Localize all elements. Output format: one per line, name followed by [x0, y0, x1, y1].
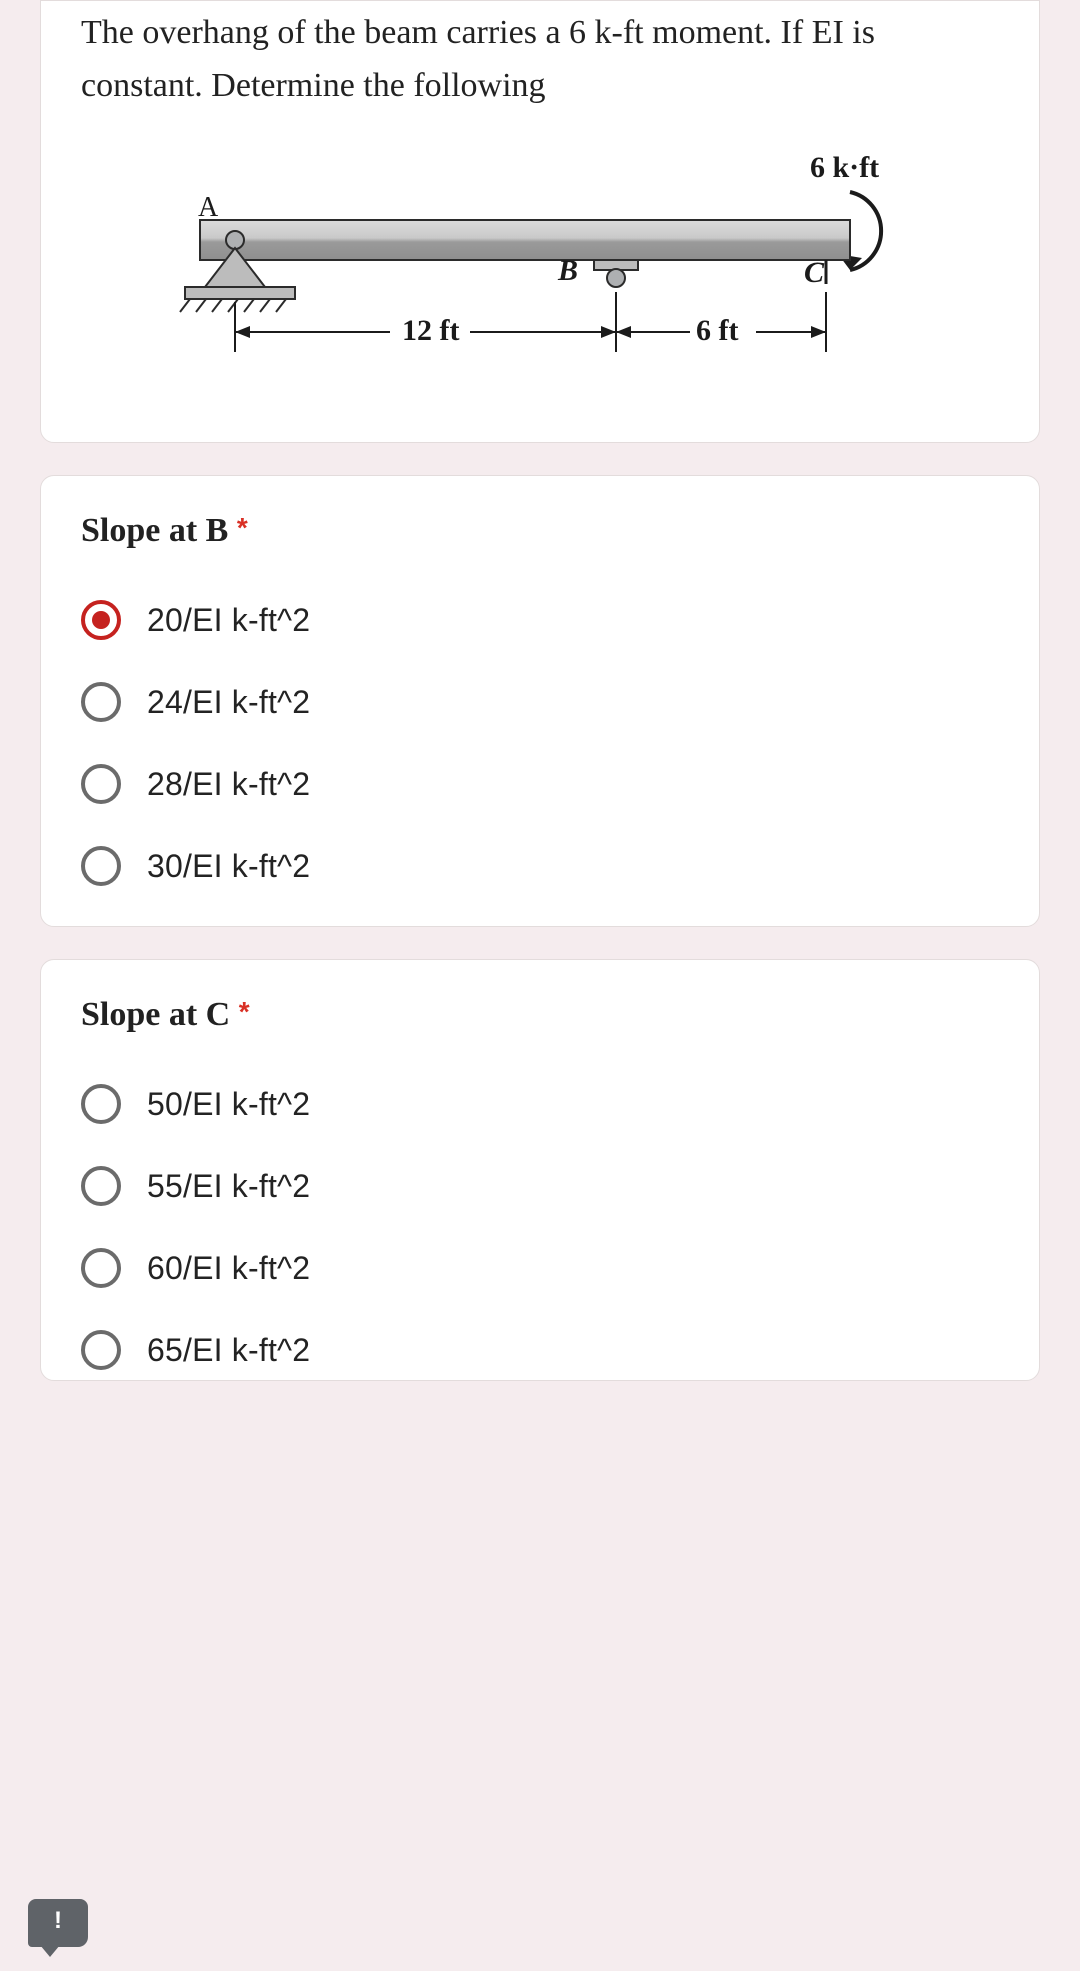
option-4[interactable]: 30/EI k-ft^2 [81, 846, 999, 886]
option-label: 60/EI k-ft^2 [147, 1250, 310, 1287]
question-title-text: Slope at C [81, 996, 239, 1033]
option-3[interactable]: 28/EI k-ft^2 [81, 764, 999, 804]
label-B: B [557, 254, 578, 287]
option-4[interactable]: 65/EI k-ft^2 [81, 1330, 999, 1370]
dim-BC-label: 6 ft [696, 314, 738, 347]
question-card-slope-b: Slope at B * 20/EI k-ft^2 24/EI k-ft^2 2… [40, 475, 1040, 927]
exclamation-icon: ! [54, 1907, 62, 1935]
option-3[interactable]: 60/EI k-ft^2 [81, 1248, 999, 1288]
option-2[interactable]: 24/EI k-ft^2 [81, 682, 999, 722]
option-2[interactable]: 55/EI k-ft^2 [81, 1166, 999, 1206]
label-A: A [198, 192, 219, 223]
question-title: Slope at C * [81, 996, 999, 1034]
option-1[interactable]: 50/EI k-ft^2 [81, 1084, 999, 1124]
radio-icon[interactable] [81, 846, 121, 886]
radio-icon[interactable] [81, 1084, 121, 1124]
hatching-A [180, 299, 286, 312]
radio-icon[interactable] [81, 682, 121, 722]
question-title-text: Slope at B [81, 512, 237, 549]
question-context-card: The overhang of the beam carries a 6 k-f… [40, 0, 1040, 443]
beam [200, 220, 850, 260]
option-label: 24/EI k-ft^2 [147, 684, 310, 721]
beam-figure: 6 k·ft A B [150, 142, 930, 402]
option-label: 20/EI k-ft^2 [147, 602, 310, 639]
radio-icon[interactable] [81, 1166, 121, 1206]
option-1[interactable]: 20/EI k-ft^2 [81, 600, 999, 640]
radio-icon[interactable] [81, 1248, 121, 1288]
options-group: 20/EI k-ft^2 24/EI k-ft^2 28/EI k-ft^2 3… [81, 600, 999, 886]
radio-icon[interactable] [81, 764, 121, 804]
option-label: 55/EI k-ft^2 [147, 1168, 310, 1205]
option-label: 50/EI k-ft^2 [147, 1086, 310, 1123]
label-C: C [804, 256, 825, 289]
report-problem-icon[interactable]: ! [28, 1899, 88, 1947]
options-group: 50/EI k-ft^2 55/EI k-ft^2 60/EI k-ft^2 6… [81, 1084, 999, 1370]
option-label: 65/EI k-ft^2 [147, 1332, 310, 1369]
moment-label: 6 k·ft [810, 151, 879, 184]
pin-A [226, 231, 244, 249]
question-card-slope-c: Slope at C * 50/EI k-ft^2 55/EI k-ft^2 6… [40, 959, 1040, 1381]
roller-B [607, 269, 625, 287]
radio-icon[interactable] [81, 1330, 121, 1370]
required-asterisk: * [237, 512, 248, 543]
prompt-text: The overhang of the beam carries a 6 k-f… [81, 7, 999, 112]
option-label: 28/EI k-ft^2 [147, 766, 310, 803]
required-asterisk: * [239, 996, 250, 1027]
option-label: 30/EI k-ft^2 [147, 848, 310, 885]
radio-selected-icon[interactable] [81, 600, 121, 640]
dim-AB-label: 12 ft [402, 314, 459, 347]
question-title: Slope at B * [81, 512, 999, 550]
ground-A [185, 287, 295, 299]
